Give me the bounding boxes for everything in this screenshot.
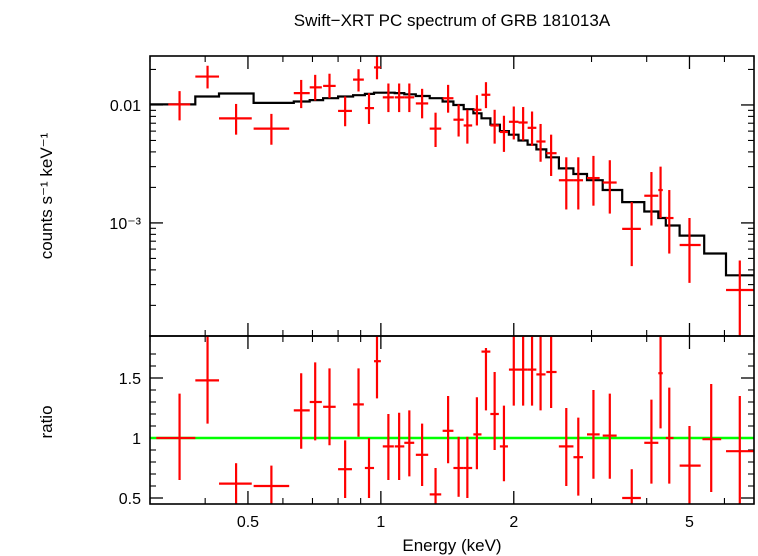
data-point [644,172,659,226]
data-point [219,463,252,504]
data-point [527,111,537,146]
data-point [453,436,464,497]
y-tick-label: 1 [132,431,141,448]
data-point [573,157,584,210]
data-point [353,69,364,92]
data-point [374,336,381,399]
data-point [573,417,584,496]
data-point [364,438,375,498]
data-point [490,109,499,144]
plot-frame [149,335,755,505]
data-point [442,84,454,113]
ratio-y-axis-label: ratio [37,405,56,438]
data-point [536,123,546,162]
data-point [253,465,290,504]
data-point [195,336,220,424]
data-point [338,440,352,498]
data-point [429,112,442,148]
data-point [665,387,674,484]
data-point [658,166,663,219]
data-point [309,74,322,101]
data-point [481,82,491,109]
y-tick-label: 1.5 [119,371,141,388]
data-points [156,336,754,504]
data-point [508,336,519,406]
data-point [527,336,537,406]
data-point [338,96,352,127]
x-tick-label: 0.5 [237,514,259,531]
data-point [168,91,191,121]
spectrum-panel: 0.01 10⁻³ [109,55,755,337]
data-point [253,113,290,145]
data-point [536,336,546,411]
data-point [394,83,405,113]
data-point [353,368,364,437]
data-point [622,469,641,504]
data-point [309,362,322,441]
data-point [473,95,482,126]
data-points [168,56,754,336]
data-point [473,397,482,470]
data-point [726,396,754,504]
data-point [364,93,375,124]
data-point [490,372,499,450]
data-point [665,190,674,254]
x-tick-label: 5 [685,514,694,531]
chart-title: Swift−XRT PC spectrum of GRB 181013A [294,11,611,30]
data-point [382,83,394,113]
data-point [463,436,473,498]
data-point [499,405,508,482]
x-axis-label: Energy (keV) [402,536,501,555]
data-point [156,393,196,480]
model-histogram [150,91,754,277]
data-point [518,336,528,406]
data-point [195,65,220,89]
data-point [602,393,617,479]
data-point [508,106,519,140]
data-point [463,109,473,144]
x-tick-label: 1 [376,514,385,531]
data-point [726,260,754,336]
data-point [404,83,415,113]
data-point [442,396,454,464]
spectrum-y-axis-label: counts s⁻¹ keV⁻¹ [37,132,56,259]
data-point [404,410,415,477]
data-point [293,373,310,449]
data-point [546,336,557,408]
ratio-panel: 0.5 1 1.5 0.5 1 2 5 [119,335,755,531]
data-point [394,412,405,480]
data-point [679,218,701,283]
y-tick-label: 10⁻³ [109,216,141,233]
data-point [499,115,508,152]
data-point [453,104,464,137]
data-point [323,368,336,446]
data-point [644,399,659,484]
data-point [679,426,701,504]
data-point [546,134,557,176]
data-point [558,408,574,486]
data-point [323,73,336,99]
data-point [558,157,574,210]
data-point [374,56,381,80]
y-tick-label: 0.5 [119,491,141,508]
data-point [219,103,252,135]
data-point [382,414,394,480]
data-point [481,348,491,411]
y-tick-label: 0.01 [110,98,141,115]
data-point [518,107,528,141]
data-point [587,390,600,479]
data-point [587,155,600,206]
data-point [415,423,429,486]
data-point [293,79,310,109]
data-point [429,468,442,504]
data-point [702,384,722,492]
data-point [602,160,617,214]
data-point [622,202,641,267]
data-point [415,88,429,119]
x-tick-label: 2 [509,514,518,531]
data-point [658,336,663,429]
